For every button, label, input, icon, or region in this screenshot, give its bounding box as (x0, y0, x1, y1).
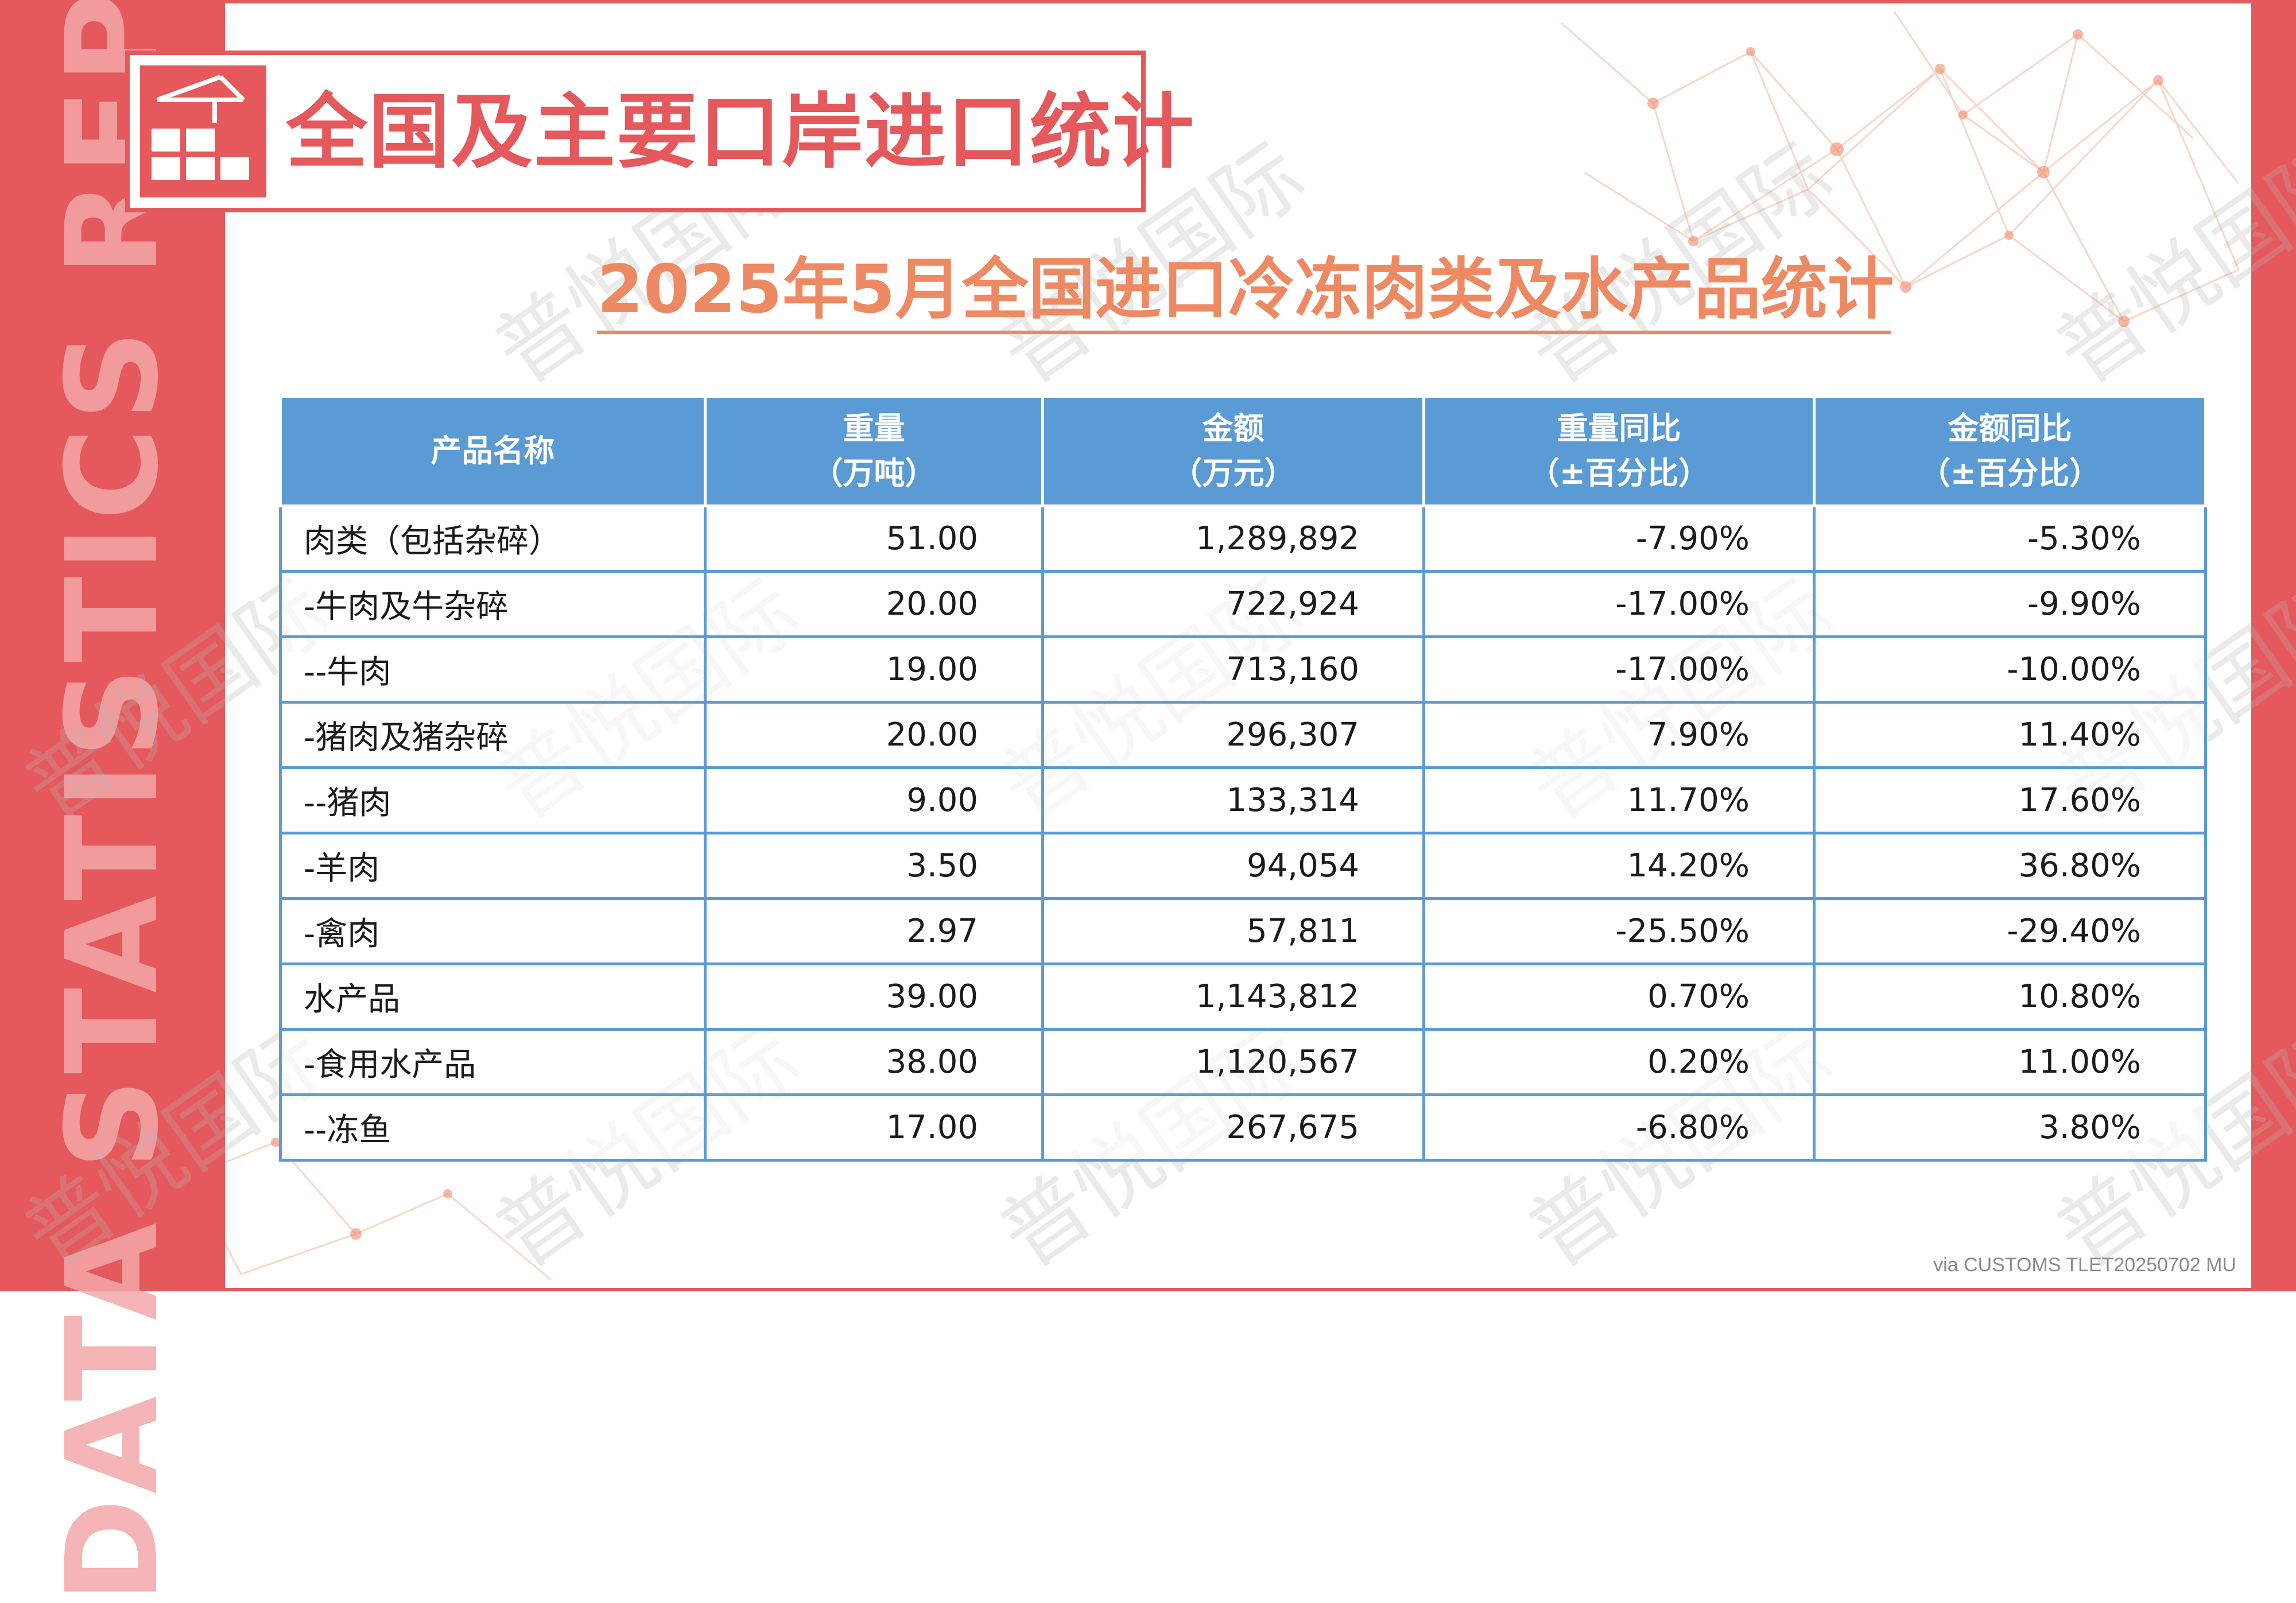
table-row: -牛肉及牛杂碎 20.00 722,924 -17.00% -9.90% (279, 570, 2207, 638)
cell-amount-yoy: 3.80% (1813, 1093, 2207, 1162)
cell-weight: 17.00 (704, 1093, 1044, 1162)
column-header-weight-yoy: 重量同比 （±百分比） (1422, 395, 1816, 507)
cell-amount-yoy: 11.40% (1813, 701, 2207, 769)
import-stats-table: 产品名称 重量 （万吨） 金额 （万元） 重量同比 （±百分比） 金额同比 （±百分比）… (279, 395, 2207, 1162)
column-header-amount: 金额 （万元） (1041, 395, 1425, 507)
cell-weight: 3.50 (704, 832, 1044, 900)
cell-weight-yoy: -6.80% (1422, 1093, 1816, 1162)
column-header-product: 产品名称 (279, 395, 707, 507)
top-border (225, 0, 2251, 3)
cell-product: -羊肉 (279, 832, 707, 900)
header-title-box: 全国及主要口岸进口统计 (125, 51, 1194, 212)
cell-amount-yoy: -5.30% (1813, 504, 2207, 573)
cell-weight-yoy: -17.00% (1422, 570, 1816, 638)
cell-weight-yoy: 7.90% (1422, 701, 1816, 769)
cell-weight: 2.97 (704, 897, 1044, 965)
cell-amount: 1,289,892 (1041, 504, 1425, 573)
cell-amount: 1,143,812 (1041, 962, 1425, 1031)
cell-product: 肉类（包括杂碎） (279, 504, 707, 573)
cell-product: -禽肉 (279, 897, 707, 965)
cell-weight: 19.00 (704, 635, 1044, 704)
side-band: DATA STATISTICS REPORT (0, 0, 225, 1603)
cell-amount: 133,314 (1041, 766, 1425, 835)
table-row: -羊肉 3.50 94,054 14.20% 36.80% (279, 832, 2207, 900)
table-row: 水产品 39.00 1,143,812 0.70% 10.80% (279, 962, 2207, 1031)
source-footnote: via CUSTOMS TLET20250702 MU (1933, 1254, 2236, 1276)
cell-amount-yoy: 11.00% (1813, 1028, 2207, 1096)
cell-weight-yoy: 11.70% (1422, 766, 1816, 835)
cell-weight-yoy: 0.70% (1422, 962, 1816, 1031)
column-header-amount-yoy: 金额同比 （±百分比） (1813, 395, 2207, 507)
cell-amount: 94,054 (1041, 832, 1425, 900)
cell-weight: 20.00 (704, 570, 1044, 638)
table-row: --冻鱼 17.00 267,675 -6.80% 3.80% (279, 1093, 2207, 1162)
cell-product: -猪肉及猪杂碎 (279, 701, 707, 769)
cell-weight-yoy: -17.00% (1422, 635, 1816, 704)
cell-weight-yoy: -25.50% (1422, 897, 1816, 965)
cell-weight: 39.00 (704, 962, 1044, 1031)
table-row: -猪肉及猪杂碎 20.00 296,307 7.90% 11.40% (279, 701, 2207, 769)
cell-weight: 20.00 (704, 701, 1044, 769)
column-header-weight: 重量 （万吨） (704, 395, 1044, 507)
cell-weight: 38.00 (704, 1028, 1044, 1096)
cell-amount: 722,924 (1041, 570, 1425, 638)
cell-amount-yoy: 36.80% (1813, 832, 2207, 900)
right-border-band (2251, 0, 2296, 1291)
table-title-underline (597, 331, 1891, 334)
cell-weight: 51.00 (704, 504, 1044, 573)
cell-amount-yoy: -9.90% (1813, 570, 2207, 638)
cell-amount-yoy: 10.80% (1813, 962, 2207, 1031)
cell-amount-yoy: -29.40% (1813, 897, 2207, 965)
table-row: --猪肉 9.00 133,314 11.70% 17.60% (279, 766, 2207, 835)
cell-product: --牛肉 (279, 635, 707, 704)
table-header-row: 产品名称 重量 （万吨） 金额 （万元） 重量同比 （±百分比） 金额同比 （±百分比） (279, 395, 2207, 507)
cell-amount-yoy: -10.00% (1813, 635, 2207, 704)
table-row: --牛肉 19.00 713,160 -17.00% -10.00% (279, 635, 2207, 704)
cell-weight-yoy: 14.20% (1422, 832, 1816, 900)
cell-amount: 1,120,567 (1041, 1028, 1425, 1096)
table-row: 肉类（包括杂碎） 51.00 1,289,892 -7.90% -5.30% (279, 504, 2207, 573)
table-row: -食用水产品 38.00 1,120,567 0.20% 11.00% (279, 1028, 2207, 1096)
cell-product: 水产品 (279, 962, 707, 1031)
cell-amount: 267,675 (1041, 1093, 1425, 1162)
cell-amount: 296,307 (1041, 701, 1425, 769)
cell-amount-yoy: 17.60% (1813, 766, 2207, 835)
page-title: 全国及主要口岸进口统计 (286, 85, 1195, 180)
cell-amount: 713,160 (1041, 635, 1425, 704)
table-row: -禽肉 2.97 57,811 -25.50% -29.40% (279, 897, 2207, 965)
table-title: 2025年5月全国进口冷冻肉类及水产品统计 (597, 251, 1894, 328)
cell-weight-yoy: -7.90% (1422, 504, 1816, 573)
cell-product: -牛肉及牛杂碎 (279, 570, 707, 638)
cell-weight: 9.00 (704, 766, 1044, 835)
cell-amount: 57,811 (1041, 897, 1425, 965)
cell-product: --猪肉 (279, 766, 707, 835)
cell-product: -食用水产品 (279, 1028, 707, 1096)
crane-containers-icon (140, 65, 266, 197)
cell-product: --冻鱼 (279, 1093, 707, 1162)
bottom-border (225, 1288, 2251, 1291)
cell-weight-yoy: 0.20% (1422, 1028, 1816, 1096)
